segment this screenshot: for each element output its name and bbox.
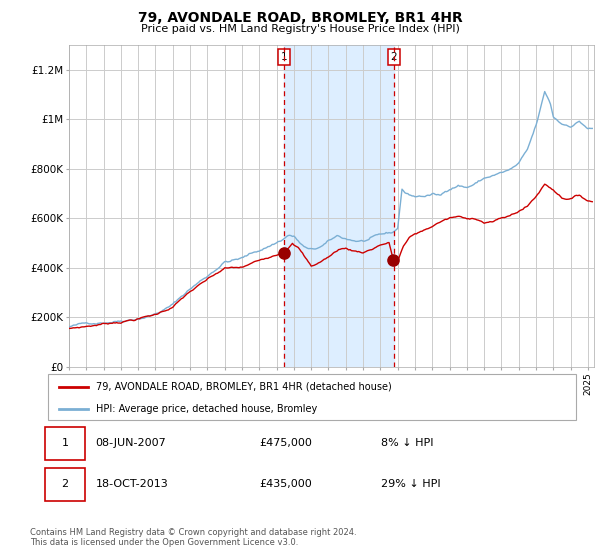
Text: £435,000: £435,000	[259, 479, 312, 489]
FancyBboxPatch shape	[46, 468, 85, 501]
Text: 18-OCT-2013: 18-OCT-2013	[95, 479, 168, 489]
Text: Price paid vs. HM Land Registry's House Price Index (HPI): Price paid vs. HM Land Registry's House …	[140, 24, 460, 34]
Text: £475,000: £475,000	[259, 438, 312, 449]
Text: HPI: Average price, detached house, Bromley: HPI: Average price, detached house, Brom…	[95, 404, 317, 413]
Point	[389, 255, 398, 264]
Text: 2: 2	[62, 479, 69, 489]
Text: 29% ↓ HPI: 29% ↓ HPI	[380, 479, 440, 489]
Text: This data is licensed under the Open Government Licence v3.0.: This data is licensed under the Open Gov…	[30, 538, 298, 547]
FancyBboxPatch shape	[46, 427, 85, 460]
Text: 08-JUN-2007: 08-JUN-2007	[95, 438, 166, 449]
Text: Contains HM Land Registry data © Crown copyright and database right 2024.: Contains HM Land Registry data © Crown c…	[30, 528, 356, 536]
Point	[279, 248, 289, 257]
Bar	[284, 45, 394, 367]
Text: 79, AVONDALE ROAD, BROMLEY, BR1 4HR (detached house): 79, AVONDALE ROAD, BROMLEY, BR1 4HR (det…	[95, 382, 391, 392]
Text: 8% ↓ HPI: 8% ↓ HPI	[380, 438, 433, 449]
Text: 79, AVONDALE ROAD, BROMLEY, BR1 4HR: 79, AVONDALE ROAD, BROMLEY, BR1 4HR	[137, 11, 463, 25]
Text: 2: 2	[391, 52, 397, 62]
Text: 1: 1	[62, 438, 68, 449]
Text: 1: 1	[281, 52, 287, 62]
